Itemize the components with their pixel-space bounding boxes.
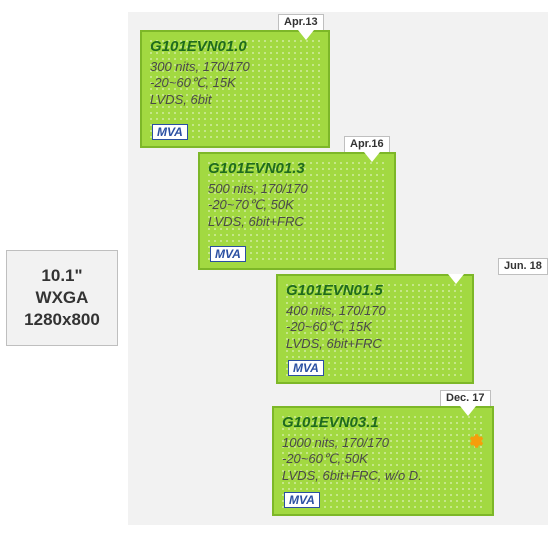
category-panel: 10.1" WXGA 1280x800 [6, 250, 118, 346]
card-title: G101EVN01.0 [150, 38, 320, 55]
card-spec-line: -20~70℃, 50K [208, 197, 386, 213]
date-tag: Dec. 17 [440, 390, 491, 407]
card-content: G101EVN01.3 500 nits, 170/170-20~70℃, 50K… [200, 154, 394, 234]
card-spec-line: 400 nits, 170/170 [286, 303, 464, 319]
mva-badge: MVA [210, 246, 246, 262]
card-spec-line: 1000 nits, 170/170 [282, 435, 484, 451]
card-spec-line: -20~60℃, 50K [282, 451, 484, 467]
card-notch-icon [364, 152, 380, 162]
card-g101evn03-1: G101EVN03.1 1000 nits, 170/170-20~60℃, 50… [272, 406, 494, 516]
category-line-2: WXGA [36, 287, 89, 309]
card-notch-icon [448, 274, 464, 284]
date-tag: Apr.16 [344, 136, 390, 153]
card-spec-line: LVDS, 6bit [150, 92, 320, 108]
card-spec-line: LVDS, 6bit+FRC [208, 214, 386, 230]
card-notch-icon [460, 406, 476, 416]
card-content: G101EVN01.5 400 nits, 170/170-20~60℃, 15K… [278, 276, 472, 356]
category-line-3: 1280x800 [24, 309, 100, 331]
card-g101evn01-3: G101EVN01.3 500 nits, 170/170-20~70℃, 50K… [198, 152, 396, 270]
card-spec-line: -20~60℃, 15K [150, 75, 320, 91]
canvas: 10.1" WXGA 1280x800 Apr.13 G101EVN01.0 300… [0, 0, 558, 537]
mva-badge: MVA [288, 360, 324, 376]
mva-badge: MVA [152, 124, 188, 140]
date-tag: Jun. 18 [498, 258, 548, 275]
card-title: G101EVN01.3 [208, 160, 386, 177]
mva-badge: MVA [284, 492, 320, 508]
card-title: G101EVN03.1 [282, 414, 484, 431]
card-g101evn01-5: G101EVN01.5 400 nits, 170/170-20~60℃, 15K… [276, 274, 474, 384]
card-spec-line: LVDS, 6bit+FRC, w/o D. [282, 468, 484, 484]
card-spec-line: 500 nits, 170/170 [208, 181, 386, 197]
date-tag: Apr.13 [278, 14, 324, 31]
gear-icon [466, 432, 484, 455]
card-spec-line: LVDS, 6bit+FRC [286, 336, 464, 352]
card-spec-line: 300 nits, 170/170 [150, 59, 320, 75]
card-spec-line: -20~60℃, 15K [286, 319, 464, 335]
card-notch-icon [298, 30, 314, 40]
card-title: G101EVN01.5 [286, 282, 464, 299]
card-content: G101EVN03.1 1000 nits, 170/170-20~60℃, 50… [274, 408, 492, 488]
card-content: G101EVN01.0 300 nits, 170/170-20~60℃, 15K… [142, 32, 328, 112]
card-g101evn01-0: G101EVN01.0 300 nits, 170/170-20~60℃, 15K… [140, 30, 330, 148]
category-line-1: 10.1" [41, 265, 82, 287]
